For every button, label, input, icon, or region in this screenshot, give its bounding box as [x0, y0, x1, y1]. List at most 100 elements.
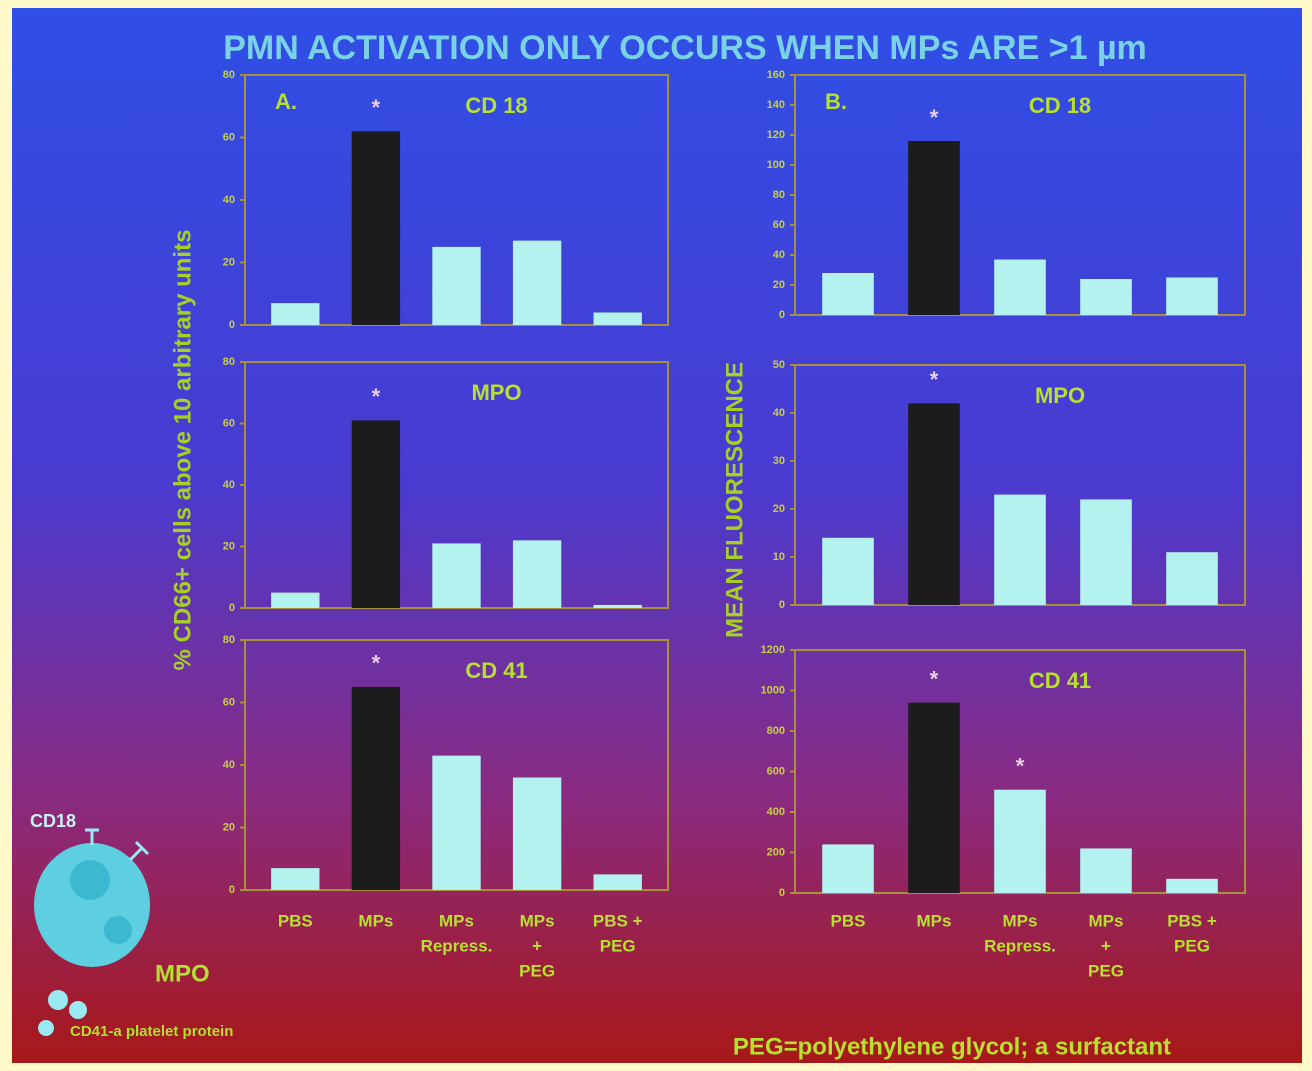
bar: [512, 240, 562, 325]
bar: [432, 543, 481, 608]
chart-title: CD 41: [465, 658, 527, 683]
x-tick-label: +: [532, 936, 542, 955]
y-tick-label: 400: [767, 806, 785, 818]
x-tick-label: PEG: [1174, 936, 1210, 955]
y-axis-label: % CD66+ cells above 10 arbitrary units: [169, 230, 196, 671]
bar: [1166, 277, 1218, 315]
bar: [351, 686, 401, 890]
footnote: PEG=polyethylene glycol; a surfactant: [733, 1033, 1171, 1060]
platelet: [38, 1020, 54, 1036]
bar: [512, 540, 562, 608]
bar: [908, 403, 960, 605]
y-tick-label: 200: [767, 846, 785, 858]
receptor: [85, 828, 150, 862]
y-tick-label: 800: [767, 725, 785, 737]
cell-illustration: [34, 828, 150, 1036]
bar: [908, 141, 960, 315]
y-tick-label: 30: [773, 455, 785, 467]
x-tick-label: PEG: [600, 936, 636, 955]
y-tick-label: 40: [223, 194, 235, 206]
y-tick-label: 20: [223, 540, 235, 552]
y-tick-label: 20: [773, 503, 785, 515]
bar: [432, 755, 481, 890]
significance-mark: *: [372, 384, 381, 409]
y-tick-label: 60: [773, 219, 785, 231]
y-tick-label: 0: [779, 599, 785, 611]
y-tick-label: 80: [223, 634, 235, 646]
bar: [822, 537, 874, 605]
y-tick-label: 60: [223, 417, 235, 429]
bar: [593, 312, 642, 325]
y-tick-label: 0: [779, 887, 785, 899]
x-tick-label: MPs: [358, 911, 393, 930]
x-tick-label: PBS +: [593, 911, 643, 930]
chart-title: MPO: [1035, 383, 1085, 408]
y-tick-label: 140: [767, 99, 785, 111]
illustration-label: CD41-a platelet protein: [70, 1023, 233, 1040]
bar: [1166, 552, 1218, 605]
y-tick-label: 0: [779, 309, 785, 321]
x-tick-label: Repress.: [984, 936, 1056, 955]
y-tick-label: 20: [773, 279, 785, 291]
y-tick-label: 60: [223, 696, 235, 708]
significance-mark: *: [930, 367, 939, 392]
x-tick-label: MPs: [1089, 911, 1124, 930]
platelet: [69, 1001, 87, 1019]
y-tick-label: 40: [223, 479, 235, 491]
y-tick-label: 120: [767, 129, 785, 141]
illustration-label: MPO: [155, 960, 210, 987]
illustration-label: CD18: [30, 811, 76, 831]
y-tick-label: 0: [229, 602, 235, 614]
x-tick-label: PBS: [831, 911, 866, 930]
y-tick-label: 40: [223, 759, 235, 771]
y-tick-label: 0: [229, 319, 235, 331]
bar: [351, 131, 401, 325]
significance-mark: *: [930, 666, 939, 691]
x-tick-label: Repress.: [421, 936, 493, 955]
bar: [1166, 878, 1218, 893]
platelet: [48, 990, 68, 1010]
bar: [822, 844, 874, 893]
bar: [994, 494, 1046, 605]
bar: [271, 868, 320, 890]
bar: [512, 777, 562, 890]
y-tick-label: 600: [767, 765, 785, 777]
bar: [994, 789, 1046, 893]
y-tick-label: 160: [767, 69, 785, 81]
chart-title: MPO: [471, 380, 521, 405]
y-tick-label: 80: [223, 69, 235, 81]
y-tick-label: 20: [223, 821, 235, 833]
x-tick-label: MPs: [917, 911, 952, 930]
y-tick-label: 40: [773, 407, 785, 419]
y-tick-label: 80: [773, 189, 785, 201]
y-tick-label: 0: [229, 884, 235, 896]
nucleus: [104, 916, 132, 944]
x-tick-label: MPs: [439, 911, 474, 930]
y-tick-label: 1200: [761, 644, 785, 656]
bar: [593, 874, 642, 890]
bar: [1080, 279, 1132, 315]
bar: [1080, 848, 1132, 893]
y-tick-label: 1000: [761, 684, 785, 696]
y-axis-label: MEAN FLUORESCENCE: [721, 362, 748, 638]
chart-title: CD 18: [465, 93, 527, 118]
x-tick-label: MPs: [520, 911, 555, 930]
bar: [1080, 499, 1132, 605]
bar: [908, 702, 960, 893]
x-tick-label: PBS +: [1167, 911, 1217, 930]
y-tick-label: 20: [223, 256, 235, 268]
y-tick-label: 80: [223, 356, 235, 368]
bar: [994, 259, 1046, 315]
x-tick-label: MPs: [1003, 911, 1038, 930]
significance-mark: *: [1016, 754, 1025, 779]
bar: [432, 246, 481, 325]
chart-title: CD 18: [1029, 93, 1091, 118]
significance-mark: *: [930, 105, 939, 130]
x-tick-label: PEG: [1088, 961, 1124, 980]
chart-title: CD 41: [1029, 668, 1091, 693]
panel-label: A.: [275, 89, 297, 114]
bar: [271, 592, 320, 608]
y-tick-label: 10: [773, 551, 785, 563]
significance-mark: *: [372, 95, 381, 120]
